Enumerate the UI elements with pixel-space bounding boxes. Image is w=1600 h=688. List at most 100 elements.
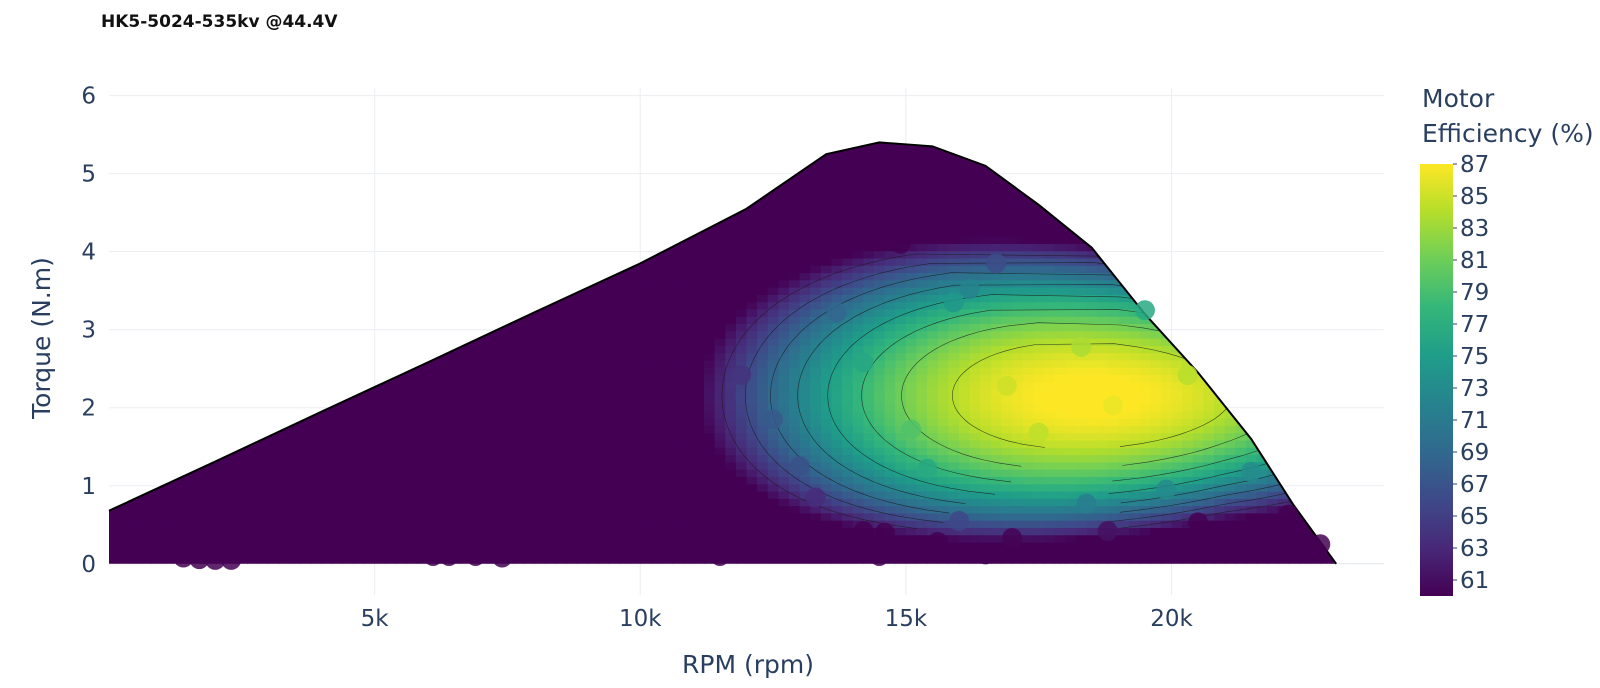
heatmap-cell (438, 374, 449, 382)
heatmap-cell (300, 185, 311, 193)
heatmap-cell (396, 506, 407, 514)
heatmap-cell (651, 367, 662, 375)
heatmap-cell (800, 272, 811, 280)
heatmap-cell (863, 221, 874, 229)
heatmap-cell (630, 316, 641, 324)
heatmap-cell (651, 440, 662, 448)
heatmap-cell (279, 200, 290, 208)
heatmap-cell (598, 353, 609, 361)
heatmap-cell (662, 411, 673, 419)
heatmap-cell (428, 476, 439, 484)
heatmap-cell (120, 287, 131, 295)
heatmap-cell (268, 338, 279, 346)
heatmap-cell (587, 163, 598, 171)
heatmap-cell (492, 433, 503, 441)
heatmap-cell (566, 200, 577, 208)
heatmap-cell (215, 535, 226, 543)
heatmap-cell (789, 287, 800, 295)
heatmap-cell (141, 462, 152, 470)
heatmap-cell (927, 192, 938, 200)
heatmap-cell (725, 498, 736, 506)
heatmap-cell (747, 484, 758, 492)
heatmap-cell (470, 272, 481, 280)
heatmap-cell (980, 200, 991, 208)
heatmap-cell (747, 549, 758, 557)
heatmap-cell (651, 353, 662, 361)
heatmap-cell (385, 469, 396, 477)
heatmap-cell (258, 316, 269, 324)
heatmap-cell (683, 258, 694, 266)
heatmap-cell (566, 280, 577, 288)
heatmap-cell (683, 316, 694, 324)
heatmap-cell (778, 156, 789, 164)
heatmap-cell (906, 221, 917, 229)
heatmap-cell (736, 200, 747, 208)
heatmap-cell (120, 396, 131, 404)
heatmap-cell (332, 506, 343, 514)
heatmap-cell (120, 309, 131, 317)
heatmap-cell (970, 404, 981, 412)
heatmap-cell (821, 513, 832, 521)
heatmap-cell (502, 462, 513, 470)
heatmap-cell (874, 338, 885, 346)
heatmap-cell (704, 134, 715, 142)
heatmap-cell (693, 455, 704, 463)
heatmap-cell (375, 535, 386, 543)
heatmap-cell (428, 331, 439, 339)
heatmap-cell (353, 185, 364, 193)
heatmap-cell (332, 243, 343, 251)
heatmap-cell (534, 178, 545, 186)
heatmap-cell (970, 462, 981, 470)
heatmap-cell (970, 258, 981, 266)
heatmap-cell (364, 207, 375, 215)
heatmap-cell (874, 280, 885, 288)
heatmap-cell (736, 309, 747, 317)
heatmap-cell (237, 236, 248, 244)
heatmap-cell (555, 535, 566, 543)
heatmap-cell (353, 447, 364, 455)
heatmap-cell (173, 302, 184, 310)
heatmap-cell (725, 338, 736, 346)
heatmap-cell (778, 455, 789, 463)
heatmap-cell (396, 171, 407, 179)
heatmap-cell (407, 171, 418, 179)
heatmap-cell (523, 214, 534, 222)
heatmap-cell (715, 353, 726, 361)
heatmap-cell (460, 185, 471, 193)
heatmap-cell (428, 163, 439, 171)
heatmap-cell (895, 331, 906, 339)
heatmap-cell (555, 455, 566, 463)
heatmap-cell (810, 447, 821, 455)
heatmap-cell (885, 506, 896, 514)
heatmap-cell (162, 163, 173, 171)
heatmap-cell (534, 149, 545, 157)
heatmap-cell (364, 331, 375, 339)
heatmap-cell (948, 535, 959, 543)
heatmap-cell (396, 476, 407, 484)
heatmap-cell (428, 491, 439, 499)
heatmap-cell (874, 243, 885, 251)
heatmap-cell (492, 396, 503, 404)
heatmap-cell (587, 506, 598, 514)
heatmap-cell (226, 200, 237, 208)
heatmap-cell (205, 214, 216, 222)
heatmap-cell (385, 433, 396, 441)
heatmap-cell (226, 156, 237, 164)
heatmap-cell (938, 353, 949, 361)
heatmap-cell (385, 476, 396, 484)
heatmap-cell (757, 506, 768, 514)
heatmap-cell (311, 506, 322, 514)
heatmap-cell (810, 476, 821, 484)
heatmap-cell (693, 404, 704, 412)
heatmap-cell (704, 200, 715, 208)
heatmap-cell (863, 309, 874, 317)
heatmap-cell (343, 411, 354, 419)
heatmap-cell (789, 294, 800, 302)
heatmap-cell (566, 404, 577, 412)
heatmap-cell (874, 396, 885, 404)
heatmap-cell (258, 549, 269, 557)
heatmap-cell (747, 265, 758, 273)
heatmap-cell (778, 258, 789, 266)
heatmap-cell (109, 367, 120, 375)
heatmap-cell (247, 192, 258, 200)
